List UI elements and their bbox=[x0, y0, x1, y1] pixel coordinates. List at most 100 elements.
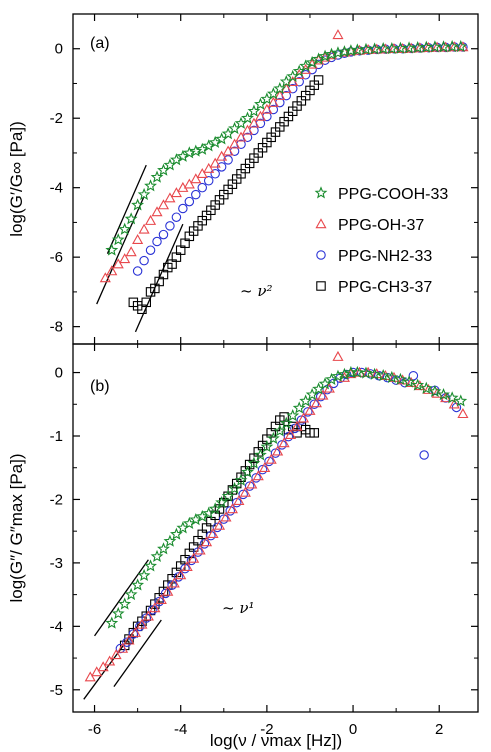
data-point bbox=[144, 179, 157, 192]
data-point bbox=[310, 397, 322, 408]
data-point bbox=[274, 89, 286, 100]
data-point bbox=[448, 398, 460, 409]
data-point bbox=[181, 560, 193, 571]
data-point bbox=[151, 206, 163, 217]
series-star bbox=[105, 365, 468, 629]
panel-b-points bbox=[84, 350, 469, 682]
data-point bbox=[152, 236, 162, 247]
data-point bbox=[136, 618, 148, 629]
slope-guide-line bbox=[94, 559, 149, 637]
data-point bbox=[265, 453, 277, 464]
data-point bbox=[173, 572, 184, 582]
data-point bbox=[132, 266, 143, 276]
y-tick-label: -8 bbox=[50, 319, 63, 336]
data-point bbox=[279, 416, 293, 429]
y-tick-label: -5 bbox=[50, 682, 63, 699]
data-point bbox=[170, 187, 182, 198]
data-point bbox=[397, 374, 409, 385]
data-point bbox=[124, 587, 138, 601]
legend-item-nh2: PPG-NH2-33 bbox=[316, 248, 432, 265]
y-tick-label: 0 bbox=[55, 365, 63, 382]
data-point bbox=[203, 175, 214, 186]
legend-marker-symbol bbox=[316, 250, 326, 260]
data-point bbox=[163, 534, 177, 547]
data-point bbox=[118, 222, 132, 235]
data-point bbox=[454, 394, 468, 407]
series-circle bbox=[115, 367, 462, 654]
data-point bbox=[180, 563, 190, 574]
data-point bbox=[241, 465, 254, 478]
y-tick-label: -1 bbox=[50, 428, 63, 445]
y-tick-label: -2 bbox=[50, 110, 63, 127]
data-point bbox=[219, 514, 229, 524]
data-point bbox=[220, 511, 232, 522]
data-point bbox=[124, 212, 138, 225]
data-point bbox=[303, 407, 313, 417]
data-point bbox=[457, 408, 469, 419]
data-point bbox=[260, 440, 274, 453]
data-point bbox=[119, 253, 131, 264]
data-point bbox=[105, 616, 119, 629]
x-tick-label: 2 bbox=[435, 721, 443, 738]
y-tick-label: -2 bbox=[50, 491, 63, 508]
data-point bbox=[150, 549, 164, 562]
data-point bbox=[454, 39, 468, 53]
data-point bbox=[278, 437, 290, 448]
data-point bbox=[233, 494, 245, 505]
data-point bbox=[164, 192, 176, 203]
data-point bbox=[112, 258, 124, 269]
data-point bbox=[331, 46, 345, 59]
data-point bbox=[201, 536, 213, 547]
data-point bbox=[165, 221, 175, 231]
data-point bbox=[128, 629, 139, 639]
data-point bbox=[131, 578, 145, 591]
data-point bbox=[129, 626, 142, 637]
panel-b-slope-lines bbox=[83, 559, 162, 700]
panel-b-ticks: 0 -1 -2 -3 -4 -5 -6 -4 -2 0 2 bbox=[50, 344, 478, 738]
data-point bbox=[313, 75, 324, 85]
data-point bbox=[191, 189, 201, 200]
data-point bbox=[105, 243, 119, 256]
data-point bbox=[254, 110, 266, 121]
data-point bbox=[221, 489, 235, 502]
x-tick-label: -4 bbox=[174, 721, 187, 738]
data-point bbox=[344, 44, 358, 57]
data-point bbox=[84, 671, 96, 682]
data-point bbox=[99, 272, 111, 283]
data-point bbox=[332, 350, 344, 361]
data-point bbox=[266, 431, 280, 444]
data-point bbox=[241, 124, 254, 135]
data-point bbox=[296, 415, 307, 425]
data-point bbox=[137, 187, 151, 201]
data-point bbox=[267, 96, 279, 107]
x-tick-label: -2 bbox=[260, 721, 273, 738]
legend-marker bbox=[316, 281, 326, 291]
data-point bbox=[241, 111, 254, 124]
data-point bbox=[273, 81, 287, 95]
data-point bbox=[317, 389, 329, 400]
data-point bbox=[247, 456, 261, 469]
data-point bbox=[106, 265, 118, 276]
data-point bbox=[437, 388, 450, 401]
data-point bbox=[125, 246, 137, 257]
data-point bbox=[144, 559, 157, 572]
data-point bbox=[155, 593, 167, 604]
data-point bbox=[411, 378, 425, 391]
data-point bbox=[203, 162, 215, 173]
legend-label: PPG-COOH-33 bbox=[338, 186, 448, 203]
data-point bbox=[206, 530, 216, 541]
series-triangle bbox=[99, 29, 469, 283]
y-tick-label: -4 bbox=[50, 618, 63, 635]
legend-marker-symbol bbox=[314, 186, 328, 199]
x-tick-label: 0 bbox=[349, 721, 357, 738]
data-point bbox=[110, 649, 122, 660]
series-square bbox=[128, 75, 324, 315]
data-point bbox=[141, 613, 151, 623]
data-point bbox=[252, 470, 264, 481]
data-point bbox=[290, 423, 300, 434]
legend: PPG-COOH-33 PPG-OH-37 PPG-NH2-33 PPG-CH3… bbox=[314, 186, 448, 296]
panel-b: 0 -1 -2 -3 -4 -5 -6 -4 -2 0 2 (b) ~ ν¹ log(G″/ G″m… bbox=[7, 343, 479, 750]
panel-a-ticks: 0 -2 -4 -6 -8 bbox=[50, 14, 478, 344]
data-point bbox=[270, 448, 281, 458]
data-point bbox=[135, 621, 145, 632]
